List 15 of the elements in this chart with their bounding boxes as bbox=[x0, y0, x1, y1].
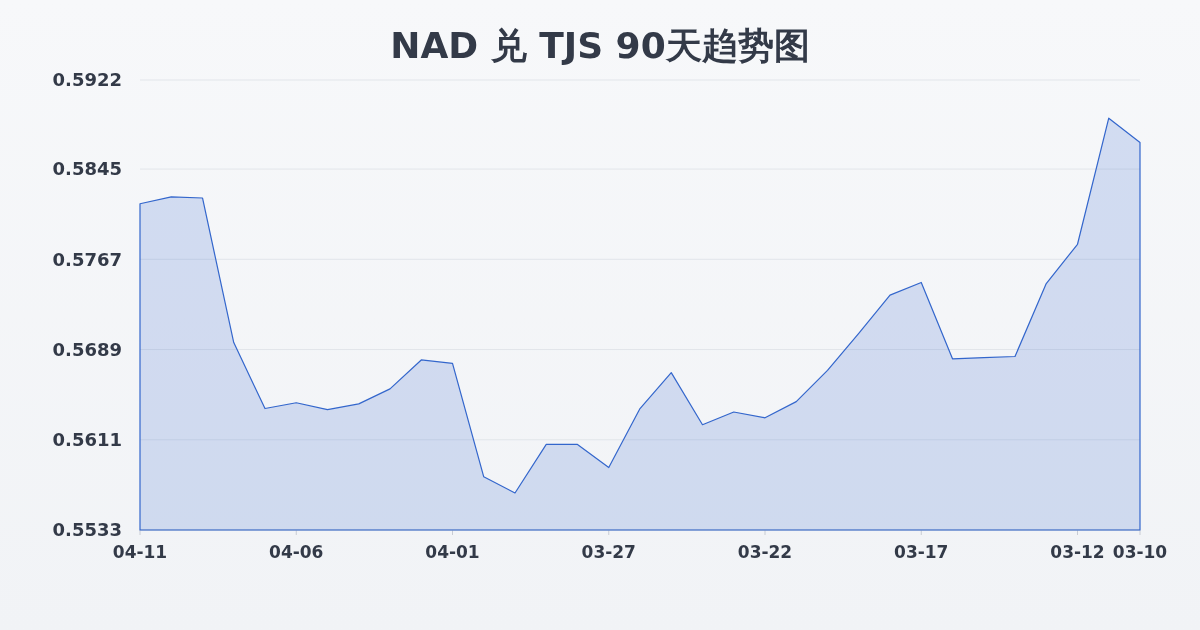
x-tick-label: 04-06 bbox=[269, 542, 324, 562]
x-tick-label: 03-27 bbox=[581, 542, 636, 562]
x-tick-label: 03-10 bbox=[1112, 542, 1168, 562]
x-tick-label: 03-12 bbox=[1050, 542, 1105, 562]
y-tick-label: 0.5922 bbox=[52, 69, 122, 91]
y-tick-label: 0.5689 bbox=[52, 338, 122, 360]
x-tick-label: 04-11 bbox=[112, 542, 168, 562]
x-tick-label: 03-22 bbox=[737, 542, 793, 562]
y-tick-label: 0.5845 bbox=[52, 158, 122, 180]
y-tick-label: 0.5533 bbox=[52, 519, 122, 541]
x-tick-label: 04-01 bbox=[425, 542, 480, 562]
y-tick-label: 0.5767 bbox=[52, 248, 122, 270]
y-tick-label: 0.5611 bbox=[52, 429, 122, 451]
x-tick-label: 03-17 bbox=[894, 542, 949, 562]
chart-title: NAD 兑 TJS 90天趋势图 bbox=[390, 25, 810, 66]
